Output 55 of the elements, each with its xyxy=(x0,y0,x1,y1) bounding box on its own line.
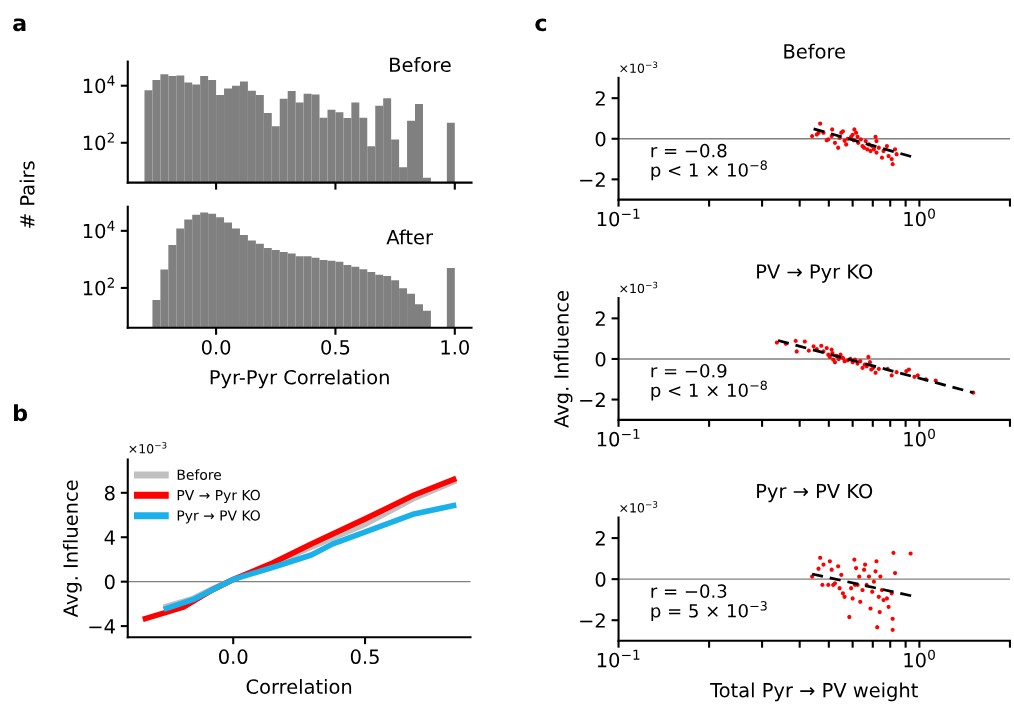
x-tick-label: 0.0 xyxy=(219,649,248,665)
y-axis-title: # Pairs xyxy=(19,161,35,228)
annotation: Before xyxy=(390,57,451,73)
annotation: After xyxy=(386,229,433,245)
x-tick-label: 1.0 xyxy=(441,339,469,355)
y-tick-label: 0 xyxy=(595,351,606,367)
legend-label: Pyr → PV KO xyxy=(177,510,260,524)
x-tick-label: 10$^{0}$ xyxy=(904,428,935,447)
x-tick-label: 10$^{−1}$ xyxy=(597,428,640,447)
x-tick-label: 10$^{−1}$ xyxy=(597,208,640,227)
text: ×10$^{−3}$ xyxy=(620,281,658,294)
x-tick-label: 0.5 xyxy=(321,339,350,355)
annotation: p = 5 × 10$^{−3}$ xyxy=(651,601,767,622)
y-tick-label: 4 xyxy=(104,530,115,545)
text: b xyxy=(14,404,28,422)
y-tick-label: 2 xyxy=(595,311,605,326)
legend-label: Before xyxy=(177,469,222,480)
text: c xyxy=(535,18,547,32)
y-tick-label: −4 xyxy=(89,619,115,634)
y-tick-label: 10$^{2}$ xyxy=(83,132,114,151)
y-tick-label: 8 xyxy=(104,485,115,501)
chart-title: PV → Pyr KO xyxy=(757,264,873,283)
y-axis-title: Avg. Influence xyxy=(62,480,82,618)
y-tick-label: 10$^{4}$ xyxy=(83,75,115,94)
y-tick-label: −2 xyxy=(580,613,605,628)
text: ×10$^{−3}$ xyxy=(129,441,167,454)
text: ×10$^{−3}$ xyxy=(620,501,658,513)
y-tick-label: 0 xyxy=(104,574,115,590)
x-axis-title: Correlation xyxy=(246,678,352,694)
y-tick-label: 2 xyxy=(595,91,605,106)
annotation: r = −0.9 xyxy=(651,363,727,378)
y-tick-label: −2 xyxy=(580,392,605,407)
annotation: p < 1 × 10$^{−8}$ xyxy=(651,380,767,401)
y-axis-title: Avg. Influence xyxy=(553,291,573,428)
chart-title: Pyr → PV KO xyxy=(757,483,873,503)
annotation: r = −0.8 xyxy=(651,143,727,158)
annotation: p < 1 × 10$^{−8}$ xyxy=(651,160,767,181)
text: ×10$^{−3}$ xyxy=(620,61,658,73)
x-tick-label: 0.5 xyxy=(350,649,379,665)
x-tick-label: 10$^{0}$ xyxy=(904,649,935,668)
legend-label: PV → Pyr KO xyxy=(177,489,260,504)
x-axis-title: Pyr-Pyr Correlation xyxy=(210,369,389,389)
y-tick-label: 2 xyxy=(595,531,605,546)
x-axis-title: Total Pyr → PV weight xyxy=(710,682,918,702)
chart-title: Before xyxy=(784,43,845,59)
annotation: r = −0.3 xyxy=(651,584,727,598)
text: a xyxy=(13,18,26,32)
y-tick-label: 0 xyxy=(595,572,606,587)
y-tick-label: 10$^{4}$ xyxy=(83,220,115,239)
y-tick-label: −2 xyxy=(580,172,605,187)
x-tick-label: 10$^{−1}$ xyxy=(597,649,640,668)
y-tick-label: 10$^{2}$ xyxy=(83,277,114,296)
x-tick-label: 0.0 xyxy=(201,339,231,355)
y-tick-label: 0 xyxy=(595,131,606,147)
x-tick-label: 10$^{0}$ xyxy=(904,208,935,227)
